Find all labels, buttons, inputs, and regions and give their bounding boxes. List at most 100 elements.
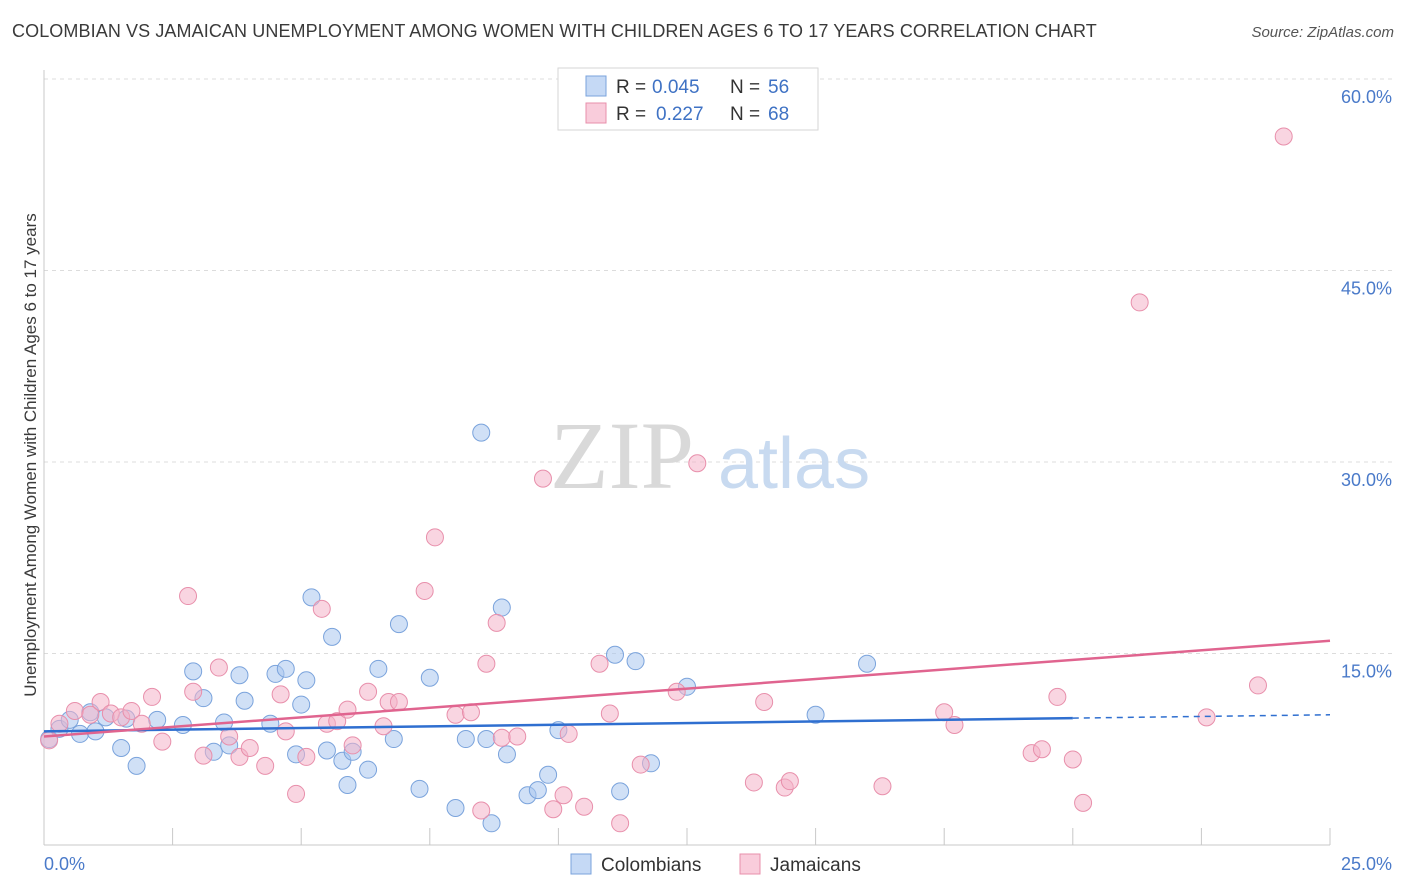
- point-colombians-40: [477, 730, 496, 749]
- point-colombians-10: [148, 710, 167, 729]
- point-jamaicans-42: [544, 800, 563, 819]
- point-colombians-36: [420, 668, 439, 687]
- point-jamaicans-50: [667, 682, 686, 701]
- legend-n-value-1: 56: [768, 77, 789, 98]
- legend-swatch-jamaicans: [585, 102, 607, 124]
- point-jamaicans-33: [425, 528, 444, 547]
- point-jamaicans-4: [91, 693, 110, 712]
- bottom-legend-swatch-colombians: [570, 853, 592, 875]
- point-colombians-48: [605, 645, 624, 664]
- legend-r-value-1: 0.045: [652, 77, 700, 98]
- point-jamaicans-38: [487, 613, 506, 632]
- point-colombians-7: [112, 738, 131, 757]
- legend-swatch-colombians: [585, 75, 607, 97]
- stats-legend: R = 0.045 N = 56 R = 0.227 N = 68: [557, 67, 819, 131]
- point-colombians-9: [127, 756, 146, 775]
- point-colombians-38: [456, 730, 475, 749]
- point-jamaicans-67: [1274, 127, 1293, 146]
- point-jamaicans-65: [1197, 708, 1216, 727]
- point-colombians-46: [539, 765, 558, 784]
- point-jamaicans-18: [256, 756, 275, 775]
- point-jamaicans-61: [1048, 687, 1067, 706]
- trend-line-colombians: [43, 716, 1073, 733]
- series-legend: Colombians Jamaicans: [570, 853, 861, 876]
- point-jamaicans-10: [153, 732, 172, 751]
- point-jamaicans-63: [1074, 793, 1093, 812]
- point-jamaicans-21: [287, 784, 306, 803]
- point-jamaicans-13: [194, 746, 213, 765]
- y-tick-label: 15.0%: [1341, 662, 1392, 682]
- point-jamaicans-48: [611, 814, 630, 833]
- point-jamaicans-40: [508, 727, 527, 746]
- point-jamaicans-23: [312, 599, 331, 618]
- point-jamaicans-37: [477, 654, 496, 673]
- point-colombians-33: [384, 730, 403, 749]
- point-jamaicans-12: [184, 682, 203, 701]
- point-jamaicans-7: [122, 701, 141, 720]
- bottom-legend-swatch-jamaicans: [739, 853, 761, 875]
- point-jamaicans-22: [297, 747, 316, 766]
- point-jamaicans-56: [873, 777, 892, 796]
- chart-title: COLOMBIAN VS JAMAICAN UNEMPLOYMENT AMONG…: [12, 21, 1097, 41]
- point-colombians-27: [323, 627, 342, 646]
- point-jamaicans-51: [688, 454, 707, 473]
- bottom-legend-jamaicans: Jamaicans: [770, 855, 861, 876]
- point-jamaicans-34: [446, 705, 465, 724]
- point-colombians-41: [482, 814, 501, 833]
- legend-r-label-1: R =: [616, 77, 646, 98]
- point-jamaicans-31: [389, 693, 408, 712]
- point-jamaicans-3: [81, 705, 100, 724]
- point-colombians-32: [369, 659, 388, 678]
- point-jamaicans-17: [240, 738, 259, 757]
- trend-line-colombians-projection: [1072, 714, 1331, 719]
- point-jamaicans-45: [575, 797, 594, 816]
- point-jamaicans-44: [559, 724, 578, 743]
- point-jamaicans-1: [50, 714, 69, 733]
- trend-line-jamaicans: [43, 639, 1331, 738]
- point-colombians-18: [235, 691, 254, 710]
- point-colombians-29: [338, 775, 357, 794]
- point-jamaicans-39: [492, 728, 511, 747]
- point-colombians-43: [497, 745, 516, 764]
- point-colombians-49: [611, 782, 630, 801]
- scatter-points: [40, 127, 1293, 833]
- legend-n-value-2: 68: [768, 104, 789, 125]
- point-jamaicans-46: [590, 654, 609, 673]
- point-colombians-17: [230, 666, 249, 685]
- point-colombians-26: [317, 741, 336, 760]
- point-jamaicans-47: [600, 704, 619, 723]
- point-colombians-53: [806, 705, 825, 724]
- point-colombians-35: [410, 779, 429, 798]
- y-tick-label: 30.0%: [1341, 470, 1392, 490]
- point-jamaicans-25: [328, 712, 347, 731]
- point-jamaicans-0: [40, 731, 59, 750]
- point-jamaicans-15: [220, 727, 239, 746]
- point-jamaicans-64: [1130, 293, 1149, 312]
- bottom-legend-colombians: Colombians: [601, 855, 701, 876]
- point-colombians-34: [389, 615, 408, 634]
- point-colombians-21: [276, 659, 295, 678]
- x-tick-marks: [172, 828, 1331, 845]
- point-colombians-25: [302, 588, 321, 607]
- point-jamaicans-53: [755, 693, 774, 712]
- point-jamaicans-41: [533, 469, 552, 488]
- point-jamaicans-20: [276, 722, 295, 741]
- point-jamaicans-11: [179, 587, 198, 606]
- watermark-zip: ZIP: [550, 402, 694, 509]
- legend-n-label-2: N =: [730, 104, 760, 125]
- point-jamaicans-19: [271, 685, 290, 704]
- y-tick-label: 60.0%: [1341, 87, 1392, 107]
- point-jamaicans-62: [1063, 750, 1082, 769]
- point-jamaicans-43: [554, 786, 573, 805]
- point-jamaicans-27: [343, 736, 362, 755]
- point-jamaicans-55: [780, 772, 799, 791]
- legend-r-label-2: R =: [616, 104, 646, 125]
- point-jamaicans-9: [143, 687, 162, 706]
- watermark-atlas: atlas: [718, 424, 870, 504]
- point-jamaicans-49: [631, 755, 650, 774]
- point-jamaicans-36: [472, 801, 491, 820]
- trend-lines: [43, 639, 1331, 738]
- point-colombians-24: [297, 671, 316, 690]
- point-jamaicans-52: [744, 773, 763, 792]
